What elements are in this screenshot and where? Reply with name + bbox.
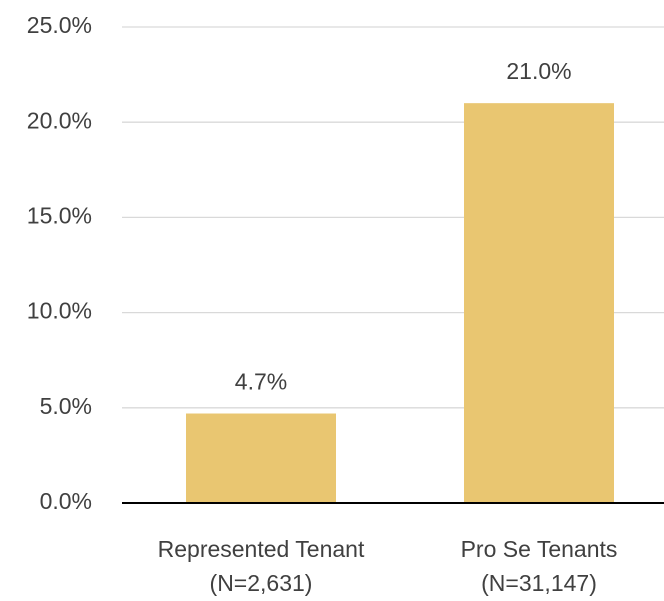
x-tick-label: Represented Tenant (N=2,631) (157, 536, 365, 596)
value-label: 21.0% (506, 58, 571, 84)
value-label: 4.7% (235, 369, 287, 395)
y-tick-label: 0.0% (40, 488, 92, 514)
y-tick-label: 20.0% (27, 107, 92, 133)
y-tick-label: 15.0% (27, 202, 92, 228)
y-tick-label: 5.0% (40, 393, 92, 419)
x-tick-label: Pro Se Tenants (N=31,147) (460, 536, 618, 596)
bar (464, 103, 614, 503)
y-tick-label: 10.0% (27, 298, 92, 324)
bar (186, 413, 336, 503)
y-tick-label: 25.0% (27, 12, 92, 38)
